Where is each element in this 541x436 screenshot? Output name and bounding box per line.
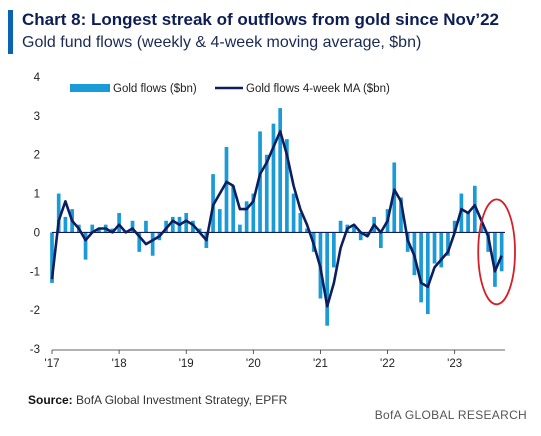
flow-bar	[472, 185, 477, 233]
y-tick-label: 0	[34, 227, 40, 239]
flow-bar	[231, 185, 236, 233]
flow-bar	[352, 224, 356, 233]
flow-bar	[452, 220, 457, 233]
flow-bar	[150, 232, 155, 256]
flow-bar	[56, 193, 61, 233]
y-tick-label: 2	[34, 150, 40, 162]
flow-bar	[432, 232, 437, 264]
flow-bar	[97, 228, 101, 233]
flow-bar	[217, 209, 222, 233]
brand-footer: BofA GLOBAL RESEARCH	[374, 408, 527, 422]
y-tick-label: 1	[34, 189, 40, 201]
chart-area: 4 3 2 1 0 -1 -2 -3 '17 '18 '19 '20 '21 '22 '23 Gold fl…	[30, 72, 516, 370]
flow-bar	[238, 224, 242, 233]
flow-bar	[358, 232, 363, 241]
y-tick-label: -1	[30, 266, 40, 278]
flow-bar	[83, 232, 88, 260]
flow-bar	[298, 213, 303, 233]
x-tick-label: '20	[246, 358, 261, 370]
flow-bar	[271, 123, 276, 233]
title-accent-bar	[8, 10, 13, 54]
flow-bar	[446, 232, 450, 256]
chart-subtitle: Gold fund flows (weekly & 4-week moving …	[22, 34, 422, 51]
x-tick-label: '17	[45, 358, 60, 370]
flow-bar	[278, 108, 283, 233]
flow-bar	[224, 146, 229, 233]
flow-bar	[285, 139, 289, 233]
x-tick-label: '23	[447, 358, 462, 370]
flow-bar	[117, 213, 121, 233]
flow-bar	[425, 232, 430, 315]
flow-bar	[466, 213, 470, 233]
flow-bar	[184, 213, 189, 233]
flow-bar	[419, 232, 423, 303]
flow-bar	[325, 232, 330, 326]
flow-bar	[479, 224, 484, 233]
legend-bar-label: Gold flows ($bn)	[113, 83, 197, 95]
y-tick-label: -3	[30, 344, 40, 356]
flow-bar	[251, 193, 256, 233]
source-text: BofA Global Investment Strategy, EPFR	[76, 393, 288, 407]
flow-bar	[244, 201, 249, 233]
ma-line	[50, 130, 503, 308]
flow-bar	[332, 232, 336, 268]
flow-bar	[493, 232, 497, 287]
flow-bar	[338, 220, 343, 233]
x-tick-label: '18	[112, 358, 127, 370]
plot-group: 4 3 2 1 0 -1 -2 -3 '17 '18 '19 '20 '21 '22 '23	[30, 72, 516, 370]
flow-bar	[499, 232, 504, 272]
flow-bar	[137, 232, 142, 252]
source-label: Source:	[28, 393, 73, 407]
source-note: Source: BofA Global Investment Strategy,…	[28, 393, 287, 407]
highlight-ellipse	[477, 198, 516, 306]
chart-title: Chart 8: Longest streak of outflows from…	[22, 10, 500, 29]
flow-bar	[90, 224, 95, 233]
flow-bar	[170, 216, 175, 233]
x-tick-label: '22	[380, 358, 395, 370]
y-tick-label: -2	[30, 305, 40, 317]
flow-bar	[130, 220, 135, 233]
y-tick-label: 3	[34, 111, 40, 123]
flow-bar	[291, 193, 296, 233]
y-tick-label: 4	[34, 72, 41, 84]
flow-bar	[392, 162, 397, 233]
flow-bar	[63, 216, 68, 233]
legend-bar-swatch	[70, 84, 110, 92]
flow-bar	[305, 228, 309, 233]
flow-bar	[144, 220, 148, 233]
flow-bar	[439, 232, 444, 268]
flow-bar	[50, 232, 54, 283]
flow-bar	[258, 131, 262, 233]
flow-bar	[264, 154, 269, 233]
x-tick-label: '21	[313, 358, 328, 370]
flow-bar	[378, 232, 383, 248]
legend-line-label: Gold flows 4-week MA ($bn)	[246, 83, 390, 95]
flow-bar	[399, 197, 403, 233]
legend: Gold flows ($bn) Gold flows 4-week MA ($…	[70, 83, 390, 95]
x-tick-label: '19	[179, 358, 194, 370]
